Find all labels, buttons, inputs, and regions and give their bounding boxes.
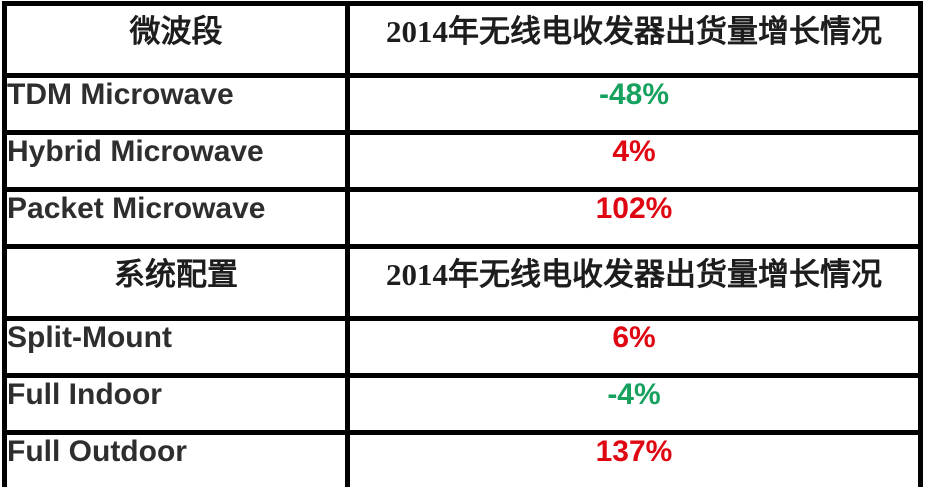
row-label-tdm-microwave: TDM Microwave [2, 73, 350, 135]
table-row-hybrid-microwave: Hybrid Microwave 4% [2, 130, 923, 192]
column-header-system-config: 系统配置 [2, 244, 350, 321]
row-label-full-indoor: Full Indoor [2, 373, 350, 435]
row-label-hybrid-microwave: Hybrid Microwave [2, 130, 350, 192]
table-row-packet-microwave: Packet Microwave 102% [2, 187, 923, 249]
row-value-full-indoor: -4% [345, 373, 923, 435]
table-row-split-mount: Split-Mount 6% [2, 316, 923, 378]
column-header-growth-2014-b: 2014年无线电收发器出货量增长情况 [345, 244, 923, 321]
row-label-split-mount: Split-Mount [2, 316, 350, 378]
row-label-packet-microwave: Packet Microwave [2, 187, 350, 249]
row-value-tdm-microwave: -48% [345, 73, 923, 135]
section-header-microwave-band: 微波段 2014年无线电收发器出货量增长情况 [2, 1, 923, 78]
column-header-microwave-band: 微波段 [2, 1, 350, 78]
row-value-hybrid-microwave: 4% [345, 130, 923, 192]
section-header-system-config: 系统配置 2014年无线电收发器出货量增长情况 [2, 244, 923, 321]
column-header-growth-2014: 2014年无线电收发器出货量增长情况 [345, 1, 923, 78]
row-value-full-outdoor: 137% [345, 430, 923, 487]
row-label-full-outdoor: Full Outdoor [2, 430, 350, 487]
table-row-tdm-microwave: TDM Microwave -48% [2, 73, 923, 135]
table-row-full-outdoor: Full Outdoor 137% [2, 430, 923, 487]
table-row-full-indoor: Full Indoor -4% [2, 373, 923, 435]
row-value-packet-microwave: 102% [345, 187, 923, 249]
row-value-split-mount: 6% [345, 316, 923, 378]
